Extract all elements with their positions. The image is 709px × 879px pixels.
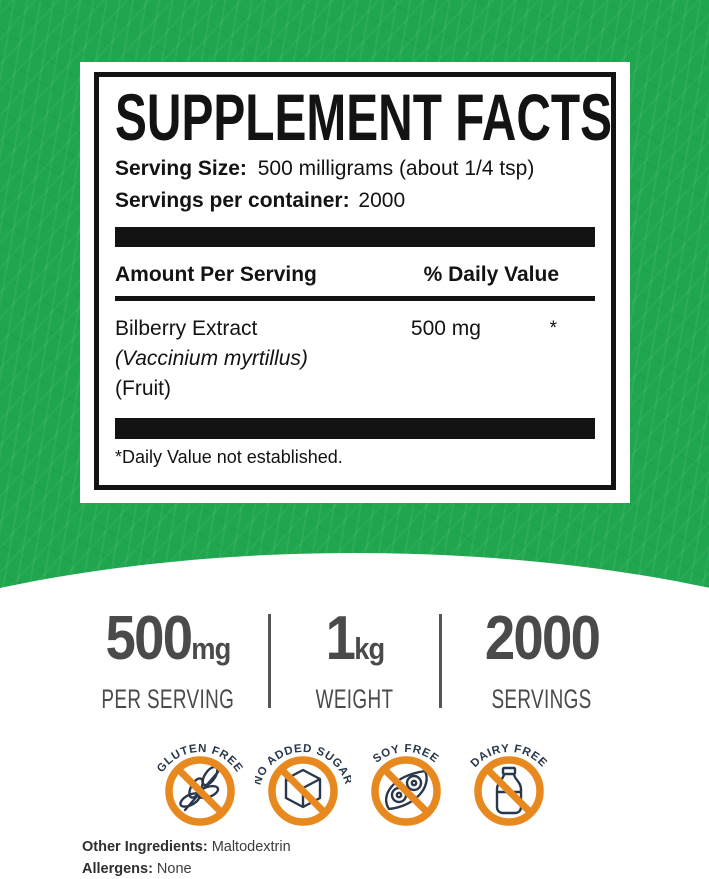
stat-number: 2000 [484,604,600,673]
divider-bar-bottom [115,418,595,439]
prohibited-ring [371,756,441,826]
ingredient-daily-value-asterisk: * [549,318,557,339]
stat-servings-label: SERVINGS [491,684,592,714]
ingredient-plant-part: (Fruit) [115,377,171,400]
other-ingredients-label: Other Ingredients: [82,839,208,855]
ingredient-latin-name: (Vaccinium myrtillus) [115,347,308,370]
allergens-line: Allergens: None [82,859,291,879]
ingredient-row: Bilberry Extract (Vaccinium myrtillus) (… [115,314,595,404]
stat-per-serving-value: 500mg [80,606,256,682]
serving-size-value: 500 milligrams (about 1/4 tsp) [257,157,535,180]
servings-per-container-value: 2000 [358,189,406,212]
divider-bar-top [115,227,595,247]
stat-divider [438,614,442,708]
dairy-free-badge: DAIRY FREE [469,743,549,826]
dietary-badges-row: GLUTEN FREE NO ADDED SUGAR [0,724,709,830]
daily-value-header: % Daily Value [423,263,559,286]
daily-value-footnote: *Daily Value not established. [115,447,343,467]
prohibited-ring [268,756,338,826]
stat-per-serving-label: PER SERVING [101,684,234,714]
supplement-facts-panel: SUPPLEMENT FACTS Serving Size: 500 milli… [94,72,616,490]
other-ingredients-line: Other Ingredients: Maltodextrin [82,837,291,859]
supplement-facts-title: SUPPLEMENT FACTS [115,90,612,146]
amount-per-serving-header: Amount Per Serving [115,263,317,286]
prohibited-ring [474,756,544,826]
no-added-sugar-label: NO ADDED SUGAR [255,743,351,787]
no-added-sugar-badge: NO ADDED SUGAR [255,743,351,826]
serving-size-line: Serving Size: 500 milligrams (about 1/4 … [115,153,595,185]
stat-servings-value: 2000 [454,606,630,682]
prohibited-ring [165,756,235,826]
hero-curve [0,553,709,600]
stat-unit: kg [353,631,385,666]
stat-servings: 2000 SERVINGS [442,606,642,715]
prohibited-slash [279,767,327,815]
stat-number: 1 [325,604,355,673]
soy-free-badge: SOY FREE [371,743,441,826]
stat-weight-value: 1kg [281,606,429,682]
other-ingredients-value: Maltodextrin [211,839,291,855]
allergens-label: Allergens: [82,860,153,877]
stat-unit: mg [190,631,231,666]
prohibited-slash [485,767,533,815]
servings-per-container-label: Servings per container: [115,189,350,212]
stat-divider [267,614,271,708]
stat-weight-label: WEIGHT [315,684,394,714]
gluten-free-badge: GLUTEN FREE [155,743,244,826]
stats-row: 500mg PER SERVING 1kg WEIGHT 2000 SERVIN… [0,606,709,715]
ingredient-name: Bilberry Extract [115,317,258,340]
servings-per-container-line: Servings per container: 2000 [115,185,595,217]
stat-per-serving: 500mg PER SERVING [68,606,268,715]
page-title: SUPPLEMENT FACTS [115,90,612,146]
stat-weight: 1kg WEIGHT [271,606,439,715]
prohibited-slash [176,767,224,815]
allergens-value: None [156,860,192,877]
serving-size-label: Serving Size: [115,157,247,180]
ingredient-name-block: Bilberry Extract (Vaccinium myrtillus) (… [115,314,411,404]
ingredient-amount: 500 mg [410,317,481,340]
footer-notes: Other Ingredients: Maltodextrin Allergens… [82,837,291,879]
svg-text:NO ADDED SUGAR: NO ADDED SUGAR [255,743,351,787]
prohibited-slash [382,767,430,815]
stat-number: 500 [105,604,193,673]
supplement-facts-card: SUPPLEMENT FACTS Serving Size: 500 milli… [80,62,630,503]
facts-columns-header: Amount Per Serving % Daily Value [115,255,595,301]
